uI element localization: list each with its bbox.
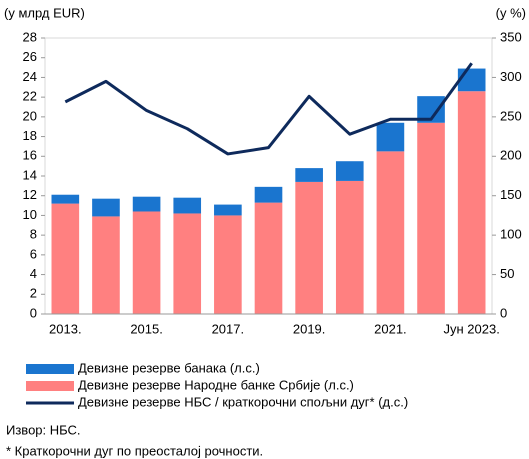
y-tick-label: 22 bbox=[23, 89, 37, 104]
y-tick-label: 16 bbox=[23, 148, 37, 163]
y-tick-label: 12 bbox=[23, 187, 37, 202]
y2-axis-label: (у %) bbox=[496, 5, 526, 20]
y-tick-label: 4 bbox=[30, 266, 37, 281]
legend-swatch bbox=[26, 364, 74, 374]
bar bbox=[335, 180, 364, 314]
y2-tick-label: 300 bbox=[500, 69, 522, 84]
y-tick-label: 24 bbox=[23, 69, 37, 84]
y-tick-label: 20 bbox=[23, 108, 37, 123]
y-tick-label: 26 bbox=[23, 49, 37, 64]
bar bbox=[214, 215, 242, 314]
bar bbox=[51, 203, 80, 314]
bar bbox=[173, 213, 202, 314]
y-tick-label: 2 bbox=[30, 286, 37, 301]
y2-tick-label: 100 bbox=[500, 227, 522, 242]
x-tick-label: 2019. bbox=[293, 321, 326, 336]
bar bbox=[51, 194, 80, 204]
legend-label: Девизне резерве Народне банке Србије (л.… bbox=[78, 377, 354, 392]
bar bbox=[295, 181, 323, 314]
footnote: * Краткорочни дуг по преосталој рочности… bbox=[6, 443, 263, 458]
bar bbox=[254, 202, 283, 314]
y-tick-label: 18 bbox=[23, 128, 37, 143]
bar bbox=[254, 186, 283, 203]
source: Извор: НБС. bbox=[6, 422, 81, 437]
y-tick-label: 8 bbox=[30, 227, 37, 242]
y-tick-label: 28 bbox=[23, 29, 37, 44]
bar bbox=[376, 151, 405, 314]
x-tick-label: Јун 2023. bbox=[444, 321, 500, 336]
x-tick-label: 2021. bbox=[374, 321, 407, 336]
y2-tick-label: 250 bbox=[500, 108, 522, 123]
y2-tick-label: 150 bbox=[500, 187, 522, 202]
y-tick-label: 6 bbox=[30, 246, 37, 261]
x-tick-label: 2017. bbox=[212, 321, 245, 336]
bar bbox=[132, 211, 161, 314]
bar bbox=[457, 68, 486, 92]
y-tick-label: 14 bbox=[23, 167, 37, 182]
y-tick-label: 10 bbox=[23, 207, 37, 222]
legend-label: Девизне резерве банака (л.с.) bbox=[78, 360, 260, 375]
bar bbox=[417, 122, 445, 315]
bar bbox=[92, 216, 120, 314]
y2-tick-label: 200 bbox=[500, 148, 522, 163]
y-axis-label: (у млрд EUR) bbox=[4, 5, 85, 20]
bar bbox=[457, 91, 486, 314]
bar bbox=[92, 198, 120, 217]
bar bbox=[295, 168, 323, 182]
x-tick-label: 2015. bbox=[130, 321, 163, 336]
legend-swatch bbox=[26, 381, 74, 391]
bar bbox=[132, 196, 161, 212]
y-tick-label: 0 bbox=[30, 305, 37, 320]
bar bbox=[376, 122, 405, 152]
legend-label: Девизне резерве НБС / краткорочни спољни… bbox=[78, 394, 408, 409]
y2-tick-label: 350 bbox=[500, 29, 522, 44]
bar bbox=[335, 161, 364, 181]
bar bbox=[173, 197, 202, 214]
y2-tick-label: 50 bbox=[500, 266, 514, 281]
bar bbox=[214, 204, 242, 216]
x-tick-label: 2013. bbox=[49, 321, 82, 336]
line bbox=[64, 62, 473, 156]
y2-tick-label: 0 bbox=[500, 305, 507, 320]
